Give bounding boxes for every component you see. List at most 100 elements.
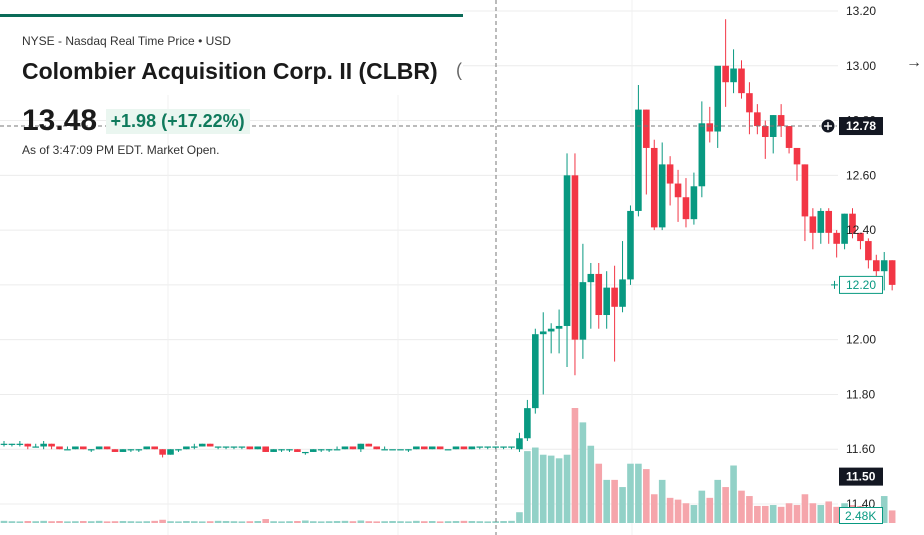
volume-bar (48, 521, 55, 523)
candle-body (357, 443, 365, 450)
candle-body (436, 446, 444, 450)
candle-body (658, 164, 666, 228)
candle-body (785, 126, 793, 148)
volume-bar (809, 503, 817, 523)
candle-body (206, 443, 214, 447)
candle-body (294, 449, 301, 452)
candle-body (95, 446, 103, 450)
y-tick-label: 12.60 (846, 168, 876, 182)
volume-bar (595, 463, 603, 523)
volume-bar (16, 521, 24, 523)
candle-body (183, 446, 190, 450)
candle-body (579, 282, 587, 340)
candle-body (64, 449, 71, 451)
candle-body (547, 328, 555, 332)
volume-bar (246, 521, 254, 523)
candle-body (72, 446, 79, 450)
volume-bar (270, 521, 277, 523)
candle-body (0, 443, 8, 445)
candle-body (48, 443, 55, 447)
volume-bar (508, 520, 515, 523)
volume-bar (349, 521, 357, 523)
candle-body (500, 446, 507, 448)
volume-bar (532, 447, 539, 523)
volume-bar (389, 521, 396, 523)
volume-bar (833, 506, 840, 523)
volume-bar (579, 422, 587, 523)
volume-label: 2.48K (845, 509, 876, 523)
volume-bar (64, 521, 71, 523)
candle-body (56, 446, 63, 450)
y-tick-label: 13.00 (846, 59, 876, 73)
volume-bar (238, 521, 246, 523)
candle-body (413, 446, 420, 450)
volume-bar (357, 520, 365, 523)
candle-body (563, 175, 571, 326)
volume-bar (151, 520, 158, 523)
candle-body (888, 260, 896, 285)
candle-body (87, 449, 95, 451)
volume-bar (571, 408, 579, 523)
candle-body (730, 68, 737, 83)
volume-bar (698, 490, 706, 523)
volume-bar (420, 521, 428, 523)
volume-bars (0, 408, 896, 523)
candle-body (159, 449, 166, 455)
volume-bar (278, 521, 285, 523)
candle-body (32, 446, 40, 448)
volume-bar (690, 505, 698, 523)
candle-body (880, 260, 888, 272)
candle-body (254, 446, 262, 450)
volume-bar (222, 521, 230, 523)
volume-bar (397, 521, 404, 523)
volume-bar (706, 497, 714, 523)
candle-body (603, 287, 610, 316)
candle-body (246, 446, 254, 450)
volume-bar (56, 521, 63, 523)
candle-body (849, 213, 856, 233)
volume-bar (191, 521, 198, 523)
candle-body (278, 449, 285, 451)
candle-body (230, 446, 238, 448)
volume-bar (555, 458, 563, 523)
volume-bar (413, 520, 420, 523)
candle-body (341, 446, 349, 450)
volume-bar (658, 479, 666, 523)
candle-body (405, 449, 412, 451)
candles (0, 19, 896, 458)
candle-body (722, 65, 729, 83)
candle-body (302, 451, 309, 454)
volume-bar (40, 520, 47, 523)
volume-bar (24, 521, 32, 523)
candle-body (635, 109, 642, 211)
candle-body (754, 112, 761, 127)
volume-bar (309, 521, 317, 523)
candle-body (373, 446, 381, 450)
candle-body (492, 446, 499, 448)
extra-price-label: 11.50 (846, 470, 876, 484)
candle-body (777, 115, 785, 127)
candle-body (317, 449, 325, 451)
candle-body (428, 446, 436, 450)
volume-bar (825, 501, 833, 523)
volume-bar (769, 505, 777, 523)
candle-body (135, 449, 143, 451)
volume-bar (722, 487, 729, 523)
volume-bar (761, 505, 769, 523)
candle-body (191, 446, 198, 448)
volume-bar (365, 521, 373, 523)
candle-body (389, 449, 396, 451)
exchange-line: NYSE - Nasdaq Real Time Price • USD (22, 34, 231, 48)
candle-body (309, 449, 317, 452)
candle-body (349, 446, 357, 450)
candle-body (397, 449, 404, 451)
candle-body (484, 446, 492, 448)
candle-body (452, 446, 460, 450)
volume-bar (666, 497, 674, 523)
volume-bar (127, 521, 135, 523)
candle-body (476, 446, 484, 448)
y-tick-label: 13.20 (846, 4, 876, 18)
volume-bar (793, 505, 801, 523)
arrow-icon[interactable]: → (906, 54, 922, 71)
volume-bar (95, 520, 103, 523)
